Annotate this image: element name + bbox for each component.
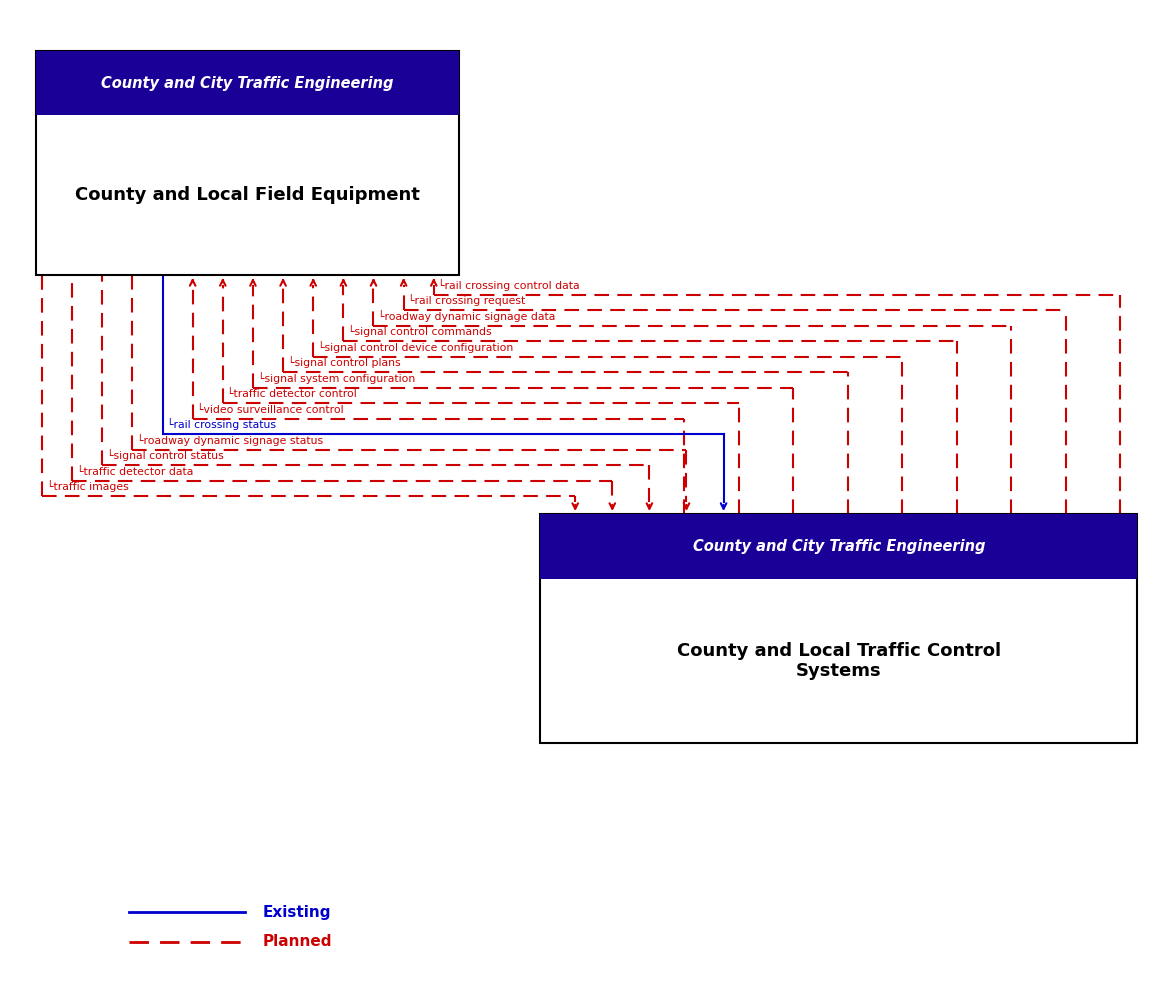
Text: Existing: Existing	[263, 904, 331, 919]
Text: └rail crossing control data: └rail crossing control data	[438, 278, 580, 290]
Text: County and Local Traffic Control
Systems: County and Local Traffic Control Systems	[676, 642, 1000, 681]
Text: └video surveillance control: └video surveillance control	[198, 405, 344, 415]
Text: County and Local Field Equipment: County and Local Field Equipment	[76, 186, 421, 204]
Text: County and City Traffic Engineering: County and City Traffic Engineering	[101, 76, 394, 91]
Text: └signal control status: └signal control status	[107, 449, 223, 461]
Text: County and City Traffic Engineering: County and City Traffic Engineering	[693, 539, 985, 554]
Text: └signal system configuration: └signal system configuration	[258, 371, 415, 384]
Text: └rail crossing request: └rail crossing request	[408, 294, 525, 306]
Bar	[540, 514, 1138, 579]
Text: └roadway dynamic signage data: └roadway dynamic signage data	[378, 309, 555, 321]
Text: └rail crossing status: └rail crossing status	[167, 418, 277, 430]
Bar	[36, 51, 459, 115]
Text: └roadway dynamic signage status: └roadway dynamic signage status	[137, 434, 323, 446]
Bar	[540, 514, 1138, 743]
Text: └traffic detector control: └traffic detector control	[228, 389, 357, 399]
Text: └signal control commands: └signal control commands	[347, 325, 492, 337]
Text: Planned: Planned	[263, 934, 331, 949]
Text: └traffic detector data: └traffic detector data	[77, 467, 193, 477]
Text: └traffic images: └traffic images	[46, 480, 128, 492]
Text: └signal control plans: └signal control plans	[288, 356, 401, 368]
Bar	[36, 51, 459, 275]
Text: └signal control device configuration: └signal control device configuration	[318, 340, 514, 352]
